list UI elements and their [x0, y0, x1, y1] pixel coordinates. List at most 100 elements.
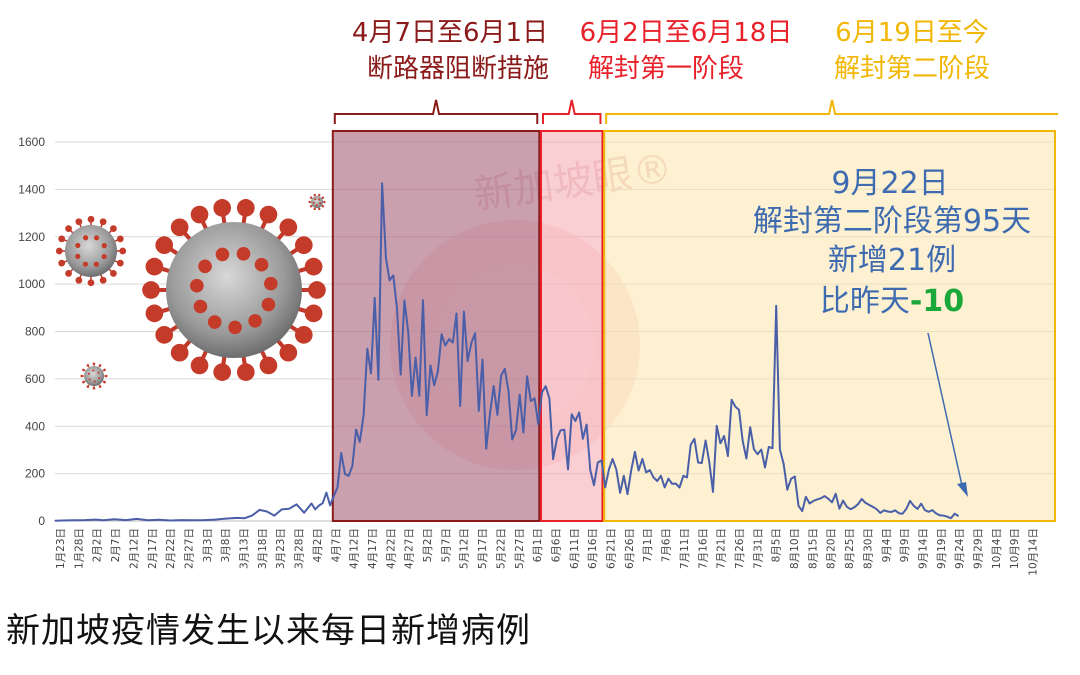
data-point	[415, 357, 417, 359]
virus-surface-spot	[92, 369, 95, 372]
data-point	[861, 498, 863, 500]
x-tick-label: 1月23日	[55, 528, 67, 569]
data-point	[459, 405, 461, 407]
data-point	[444, 344, 446, 347]
data-point	[374, 297, 376, 299]
data-point	[530, 400, 532, 402]
x-tick-label: 2月12日	[128, 528, 140, 569]
x-tick-label: 5月27日	[514, 528, 526, 569]
data-point	[946, 516, 948, 518]
data-point	[779, 448, 781, 451]
data-point	[775, 305, 777, 307]
data-point	[336, 486, 339, 488]
virus-spike-tip	[321, 205, 325, 208]
virus-spike-tip	[190, 205, 209, 224]
data-point	[389, 279, 391, 281]
data-point	[612, 458, 614, 460]
virus-spike-tip	[110, 225, 117, 232]
virus-surface-spot	[207, 315, 222, 329]
data-point	[853, 506, 855, 508]
virus-spike-tip	[75, 276, 83, 284]
x-tick-label: 3月28日	[294, 528, 306, 569]
x-tick-label: 2月22日	[165, 528, 177, 569]
virus-spike-tip	[82, 380, 85, 384]
data-point	[887, 510, 889, 513]
data-point	[318, 505, 320, 507]
data-point	[541, 391, 543, 393]
data-point	[705, 439, 707, 442]
x-tick-label: 4月27日	[404, 528, 416, 569]
phase-1-name: 断路器阻断措施	[367, 54, 549, 84]
data-point	[827, 498, 829, 500]
data-point	[344, 473, 346, 475]
data-point	[452, 342, 454, 344]
virus-surface-spot	[93, 261, 99, 267]
virus-spike-tip	[313, 207, 316, 211]
data-point	[578, 411, 580, 414]
figure-caption: 新加坡疫情发生以来每日新增病例	[6, 611, 531, 651]
data-point	[552, 458, 554, 460]
data-point	[678, 487, 681, 489]
data-point	[366, 348, 368, 350]
virus-spike-tip	[155, 236, 174, 254]
x-tick-label: 5月22日	[495, 528, 507, 569]
data-point	[61, 519, 64, 522]
virus-spike-tip	[213, 363, 232, 381]
data-point	[619, 492, 621, 494]
virus-surface-spot	[315, 204, 318, 207]
virus-spike-tip	[82, 368, 85, 372]
data-point	[84, 519, 86, 521]
data-point	[515, 429, 517, 431]
data-point	[348, 475, 350, 477]
phase-titles: 4月7日至6月1日 断路器阻断措施 6月2日至6月18日 解封第一阶段 6月19…	[352, 18, 990, 84]
virus-spike-tip	[110, 270, 117, 277]
x-tick-label: 6月16日	[587, 528, 599, 569]
virus-spike-tip	[304, 257, 323, 276]
virus-surface-spot	[88, 378, 91, 381]
virus-spike-tip	[145, 257, 164, 276]
data-point	[548, 397, 551, 400]
data-point	[437, 370, 439, 372]
data-point	[816, 498, 818, 500]
coronavirus-icon	[308, 193, 326, 211]
data-point	[180, 519, 182, 521]
data-point	[883, 509, 885, 511]
data-point	[712, 491, 714, 493]
phase-bracket-2	[541, 99, 602, 124]
data-point	[441, 333, 443, 335]
virus-surface-spot	[312, 201, 315, 204]
data-point	[868, 504, 870, 506]
data-point	[455, 312, 458, 315]
coronavirus-icon	[80, 362, 108, 390]
data-point	[340, 452, 342, 454]
virus-surface-spot	[264, 276, 278, 291]
data-point	[634, 451, 636, 453]
virus-spike-tip	[304, 304, 323, 323]
data-point	[913, 505, 915, 507]
data-point	[571, 413, 573, 415]
data-point	[682, 475, 684, 477]
data-point	[191, 519, 194, 521]
data-point	[838, 508, 841, 510]
virus-spike-tip	[86, 385, 90, 388]
data-point	[742, 440, 744, 442]
virus-spike-tip	[190, 356, 209, 375]
x-tick-label: 6月21日	[606, 528, 618, 569]
x-tick-label: 9月29日	[973, 528, 985, 569]
data-point	[370, 372, 372, 374]
data-point	[623, 475, 625, 477]
phase-region-2	[539, 130, 604, 522]
x-tick-label: 7月21日	[716, 528, 728, 569]
data-point	[54, 520, 56, 522]
x-tick-label: 2月17日	[147, 528, 159, 569]
data-point	[433, 384, 435, 386]
x-tick-label: 4月22日	[385, 528, 397, 569]
data-point	[719, 442, 722, 444]
data-point	[593, 484, 595, 486]
data-point	[563, 429, 565, 431]
x-tick-label: 5月17日	[477, 528, 489, 569]
virus-spike-tip	[318, 193, 321, 197]
virus-surface-spot	[319, 202, 322, 205]
data-point	[463, 311, 465, 313]
virus-spike-tip	[236, 363, 255, 381]
